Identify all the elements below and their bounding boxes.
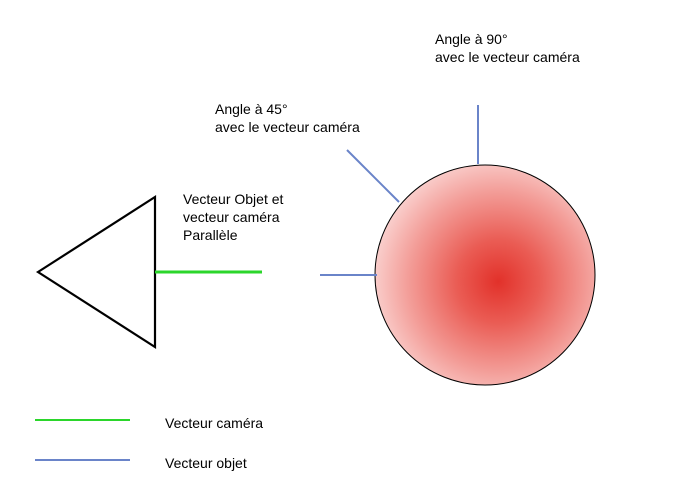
label-angle-90: Angle à 90° avec le vecteur caméra: [435, 30, 580, 66]
object-vector-45-icon: [347, 150, 399, 202]
diagram-svg: [0, 0, 700, 500]
legend-camera-label: Vecteur caméra: [165, 414, 263, 432]
camera-triangle: [38, 197, 155, 347]
diagram-stage: Angle à 90° avec le vecteur caméra Angle…: [0, 0, 700, 500]
legend-object-label: Vecteur objet: [165, 454, 247, 472]
label-parallel: Vecteur Objet et vecteur caméra Parallèl…: [183, 190, 283, 245]
sphere: [375, 165, 595, 385]
label-angle-45: Angle à 45° avec le vecteur caméra: [215, 100, 360, 136]
